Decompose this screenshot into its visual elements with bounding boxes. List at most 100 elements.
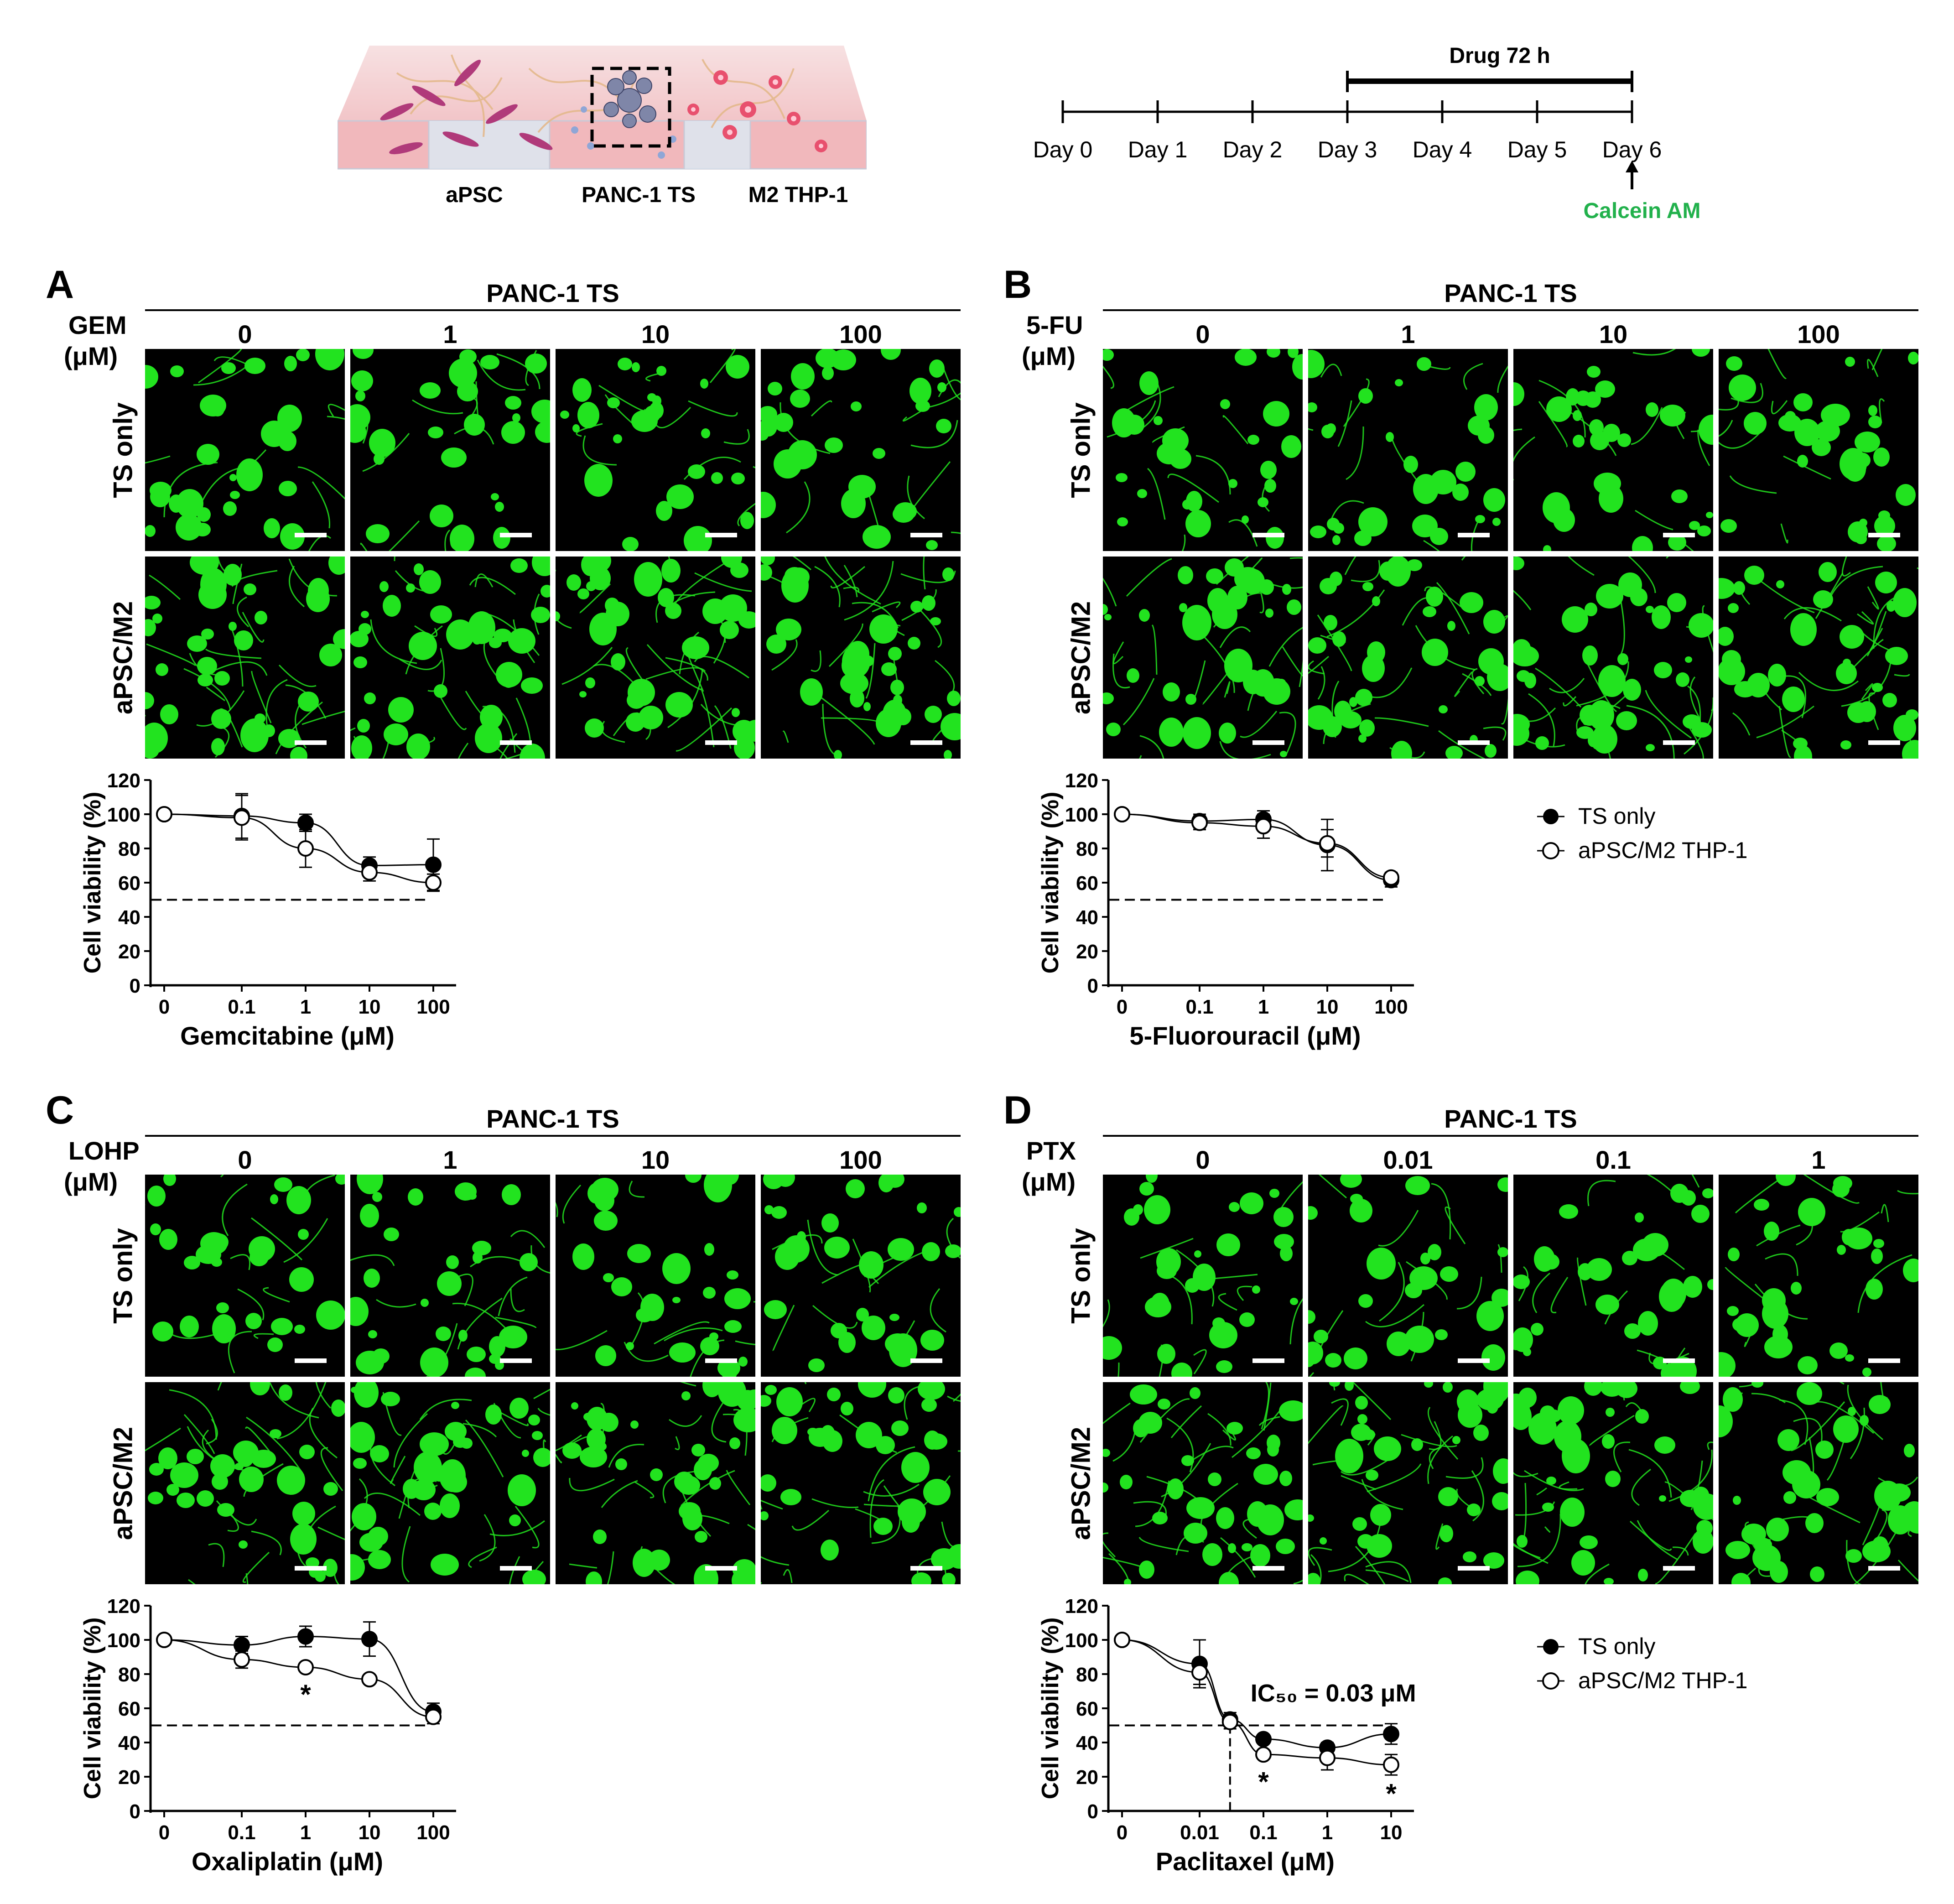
legend-marker-apsc-m2 bbox=[1542, 1672, 1559, 1690]
scale-bar bbox=[1663, 1358, 1695, 1363]
y-tick-label: 100 bbox=[1065, 1629, 1098, 1652]
x-tick-label: 10 bbox=[1316, 996, 1339, 1018]
data-point bbox=[156, 1632, 172, 1648]
header-rule bbox=[1103, 309, 1918, 311]
scale-bar bbox=[500, 1358, 532, 1363]
micrograph-tile bbox=[1513, 349, 1713, 551]
micrograph-tile bbox=[556, 349, 755, 551]
legend-label-ts-only: TS only bbox=[1578, 1633, 1656, 1659]
micrograph-tile bbox=[1308, 349, 1508, 551]
y-tick-label: 120 bbox=[1065, 1595, 1098, 1618]
timeline-day-label: Day 1 bbox=[1128, 137, 1188, 162]
dose-label: 0 bbox=[1195, 1145, 1210, 1174]
data-point bbox=[361, 1671, 378, 1688]
scale-bar bbox=[500, 740, 532, 745]
x-tick-label: 0.1 bbox=[1185, 996, 1213, 1018]
y-tick-label: 80 bbox=[1076, 838, 1098, 860]
significance-asterisk: * bbox=[1258, 1766, 1269, 1797]
micrograph-tile bbox=[556, 557, 755, 759]
data-point bbox=[234, 1637, 250, 1654]
drug-unit: (μM) bbox=[1022, 1167, 1076, 1196]
fit-curve bbox=[164, 1639, 434, 1718]
micrograph-tile bbox=[761, 557, 961, 759]
x-tick-label: 10 bbox=[359, 996, 381, 1018]
y-axis-label: Cell viability (%) bbox=[79, 792, 106, 974]
scale-bar bbox=[1458, 1566, 1490, 1571]
y-axis-label: Cell viability (%) bbox=[1037, 792, 1064, 974]
data-point bbox=[361, 1631, 378, 1648]
x-tick-label: 0.1 bbox=[1249, 1821, 1277, 1844]
viability-chart: 0 20 40 60 80 100 120 0 0.01 0.1 1 10 Cell viability… bbox=[1037, 1595, 1416, 1876]
drug-abbrev: PTX bbox=[1026, 1136, 1076, 1165]
x-tick-label: 0.01 bbox=[1180, 1821, 1219, 1844]
x-tick-label: 10 bbox=[359, 1821, 381, 1844]
y-tick-label: 0 bbox=[1087, 1800, 1098, 1823]
panel-letter: D bbox=[1003, 1088, 1032, 1132]
scale-bar bbox=[1458, 533, 1490, 537]
legend-d: TS only aPSC/M2 THP-1 bbox=[1537, 1633, 1747, 1693]
drug-unit: (μM) bbox=[64, 1167, 118, 1196]
panel-header: PANC-1 TS bbox=[486, 279, 619, 307]
micrograph-tile bbox=[145, 1175, 345, 1377]
micrograph-tile bbox=[350, 1175, 550, 1377]
x-tick-label: 100 bbox=[416, 996, 450, 1018]
data-point bbox=[1191, 814, 1208, 831]
data-point bbox=[1383, 869, 1399, 886]
dose-label: 1 bbox=[443, 1145, 457, 1174]
micrograph-tile bbox=[350, 557, 550, 759]
x-axis-label: Oxaliplatin (μM) bbox=[192, 1847, 383, 1876]
scale-bar bbox=[1458, 740, 1490, 745]
data-point bbox=[1255, 1731, 1272, 1748]
scale-bar bbox=[295, 1358, 327, 1363]
scale-bar bbox=[910, 533, 942, 537]
data-point bbox=[425, 874, 442, 891]
y-tick-label: 20 bbox=[118, 941, 140, 963]
micrograph-tile bbox=[145, 1382, 345, 1584]
x-tick-label: 100 bbox=[1374, 996, 1408, 1018]
micrograph-tile bbox=[350, 349, 550, 551]
y-axis-label: Cell viability (%) bbox=[79, 1618, 106, 1800]
micrograph-tile bbox=[761, 1382, 961, 1584]
scale-bar bbox=[295, 1566, 327, 1571]
data-point bbox=[1255, 1746, 1272, 1763]
data-point bbox=[156, 806, 172, 822]
timeline-drug-label: Drug 72 h bbox=[1449, 44, 1550, 68]
drug-unit: (μM) bbox=[64, 342, 118, 370]
dose-label: 100 bbox=[1797, 320, 1840, 349]
drug-abbrev: 5-FU bbox=[1026, 311, 1083, 339]
data-point bbox=[1191, 1664, 1208, 1681]
y-tick-label: 120 bbox=[107, 1595, 140, 1618]
dose-label: 100 bbox=[839, 1145, 882, 1174]
schematic-label-panc1: PANC-1 TS bbox=[582, 183, 696, 207]
y-tick-label: 0 bbox=[130, 975, 140, 997]
timeline-day-label: Day 6 bbox=[1602, 137, 1662, 162]
micrograph-tile bbox=[1513, 1175, 1713, 1377]
x-tick-label: 0.1 bbox=[228, 1821, 255, 1844]
data-point bbox=[297, 840, 314, 857]
data-point bbox=[1221, 1714, 1238, 1730]
header-rule bbox=[145, 1135, 961, 1137]
data-point bbox=[425, 856, 442, 873]
micrograph-tile bbox=[1719, 557, 1918, 759]
row-label: TS only bbox=[108, 402, 138, 498]
timeline-day-label: Day 2 bbox=[1223, 137, 1283, 162]
x-tick-label: 1 bbox=[1258, 996, 1269, 1018]
data-point bbox=[1383, 1756, 1399, 1773]
panel-header: PANC-1 TS bbox=[1444, 1104, 1577, 1133]
dose-label: 10 bbox=[641, 320, 670, 349]
y-tick-label: 100 bbox=[107, 804, 140, 826]
panel-letter: A bbox=[46, 263, 74, 307]
dose-label: 1 bbox=[1401, 320, 1415, 349]
row-label: TS only bbox=[1066, 1228, 1096, 1324]
scale-bar bbox=[295, 533, 327, 537]
micrograph-tile bbox=[1719, 1175, 1918, 1377]
y-tick-label: 100 bbox=[1065, 804, 1098, 826]
dose-label: 0 bbox=[1195, 320, 1210, 349]
scale-bar bbox=[705, 740, 737, 745]
schematic-drawing bbox=[337, 46, 868, 170]
micrograph-tile bbox=[761, 349, 961, 551]
scale-bar bbox=[1252, 1358, 1284, 1363]
y-axis-label: Cell viability (%) bbox=[1037, 1618, 1064, 1800]
legend-label-apsc-m2: aPSC/M2 THP-1 bbox=[1578, 838, 1747, 863]
scale-bar bbox=[500, 533, 532, 537]
